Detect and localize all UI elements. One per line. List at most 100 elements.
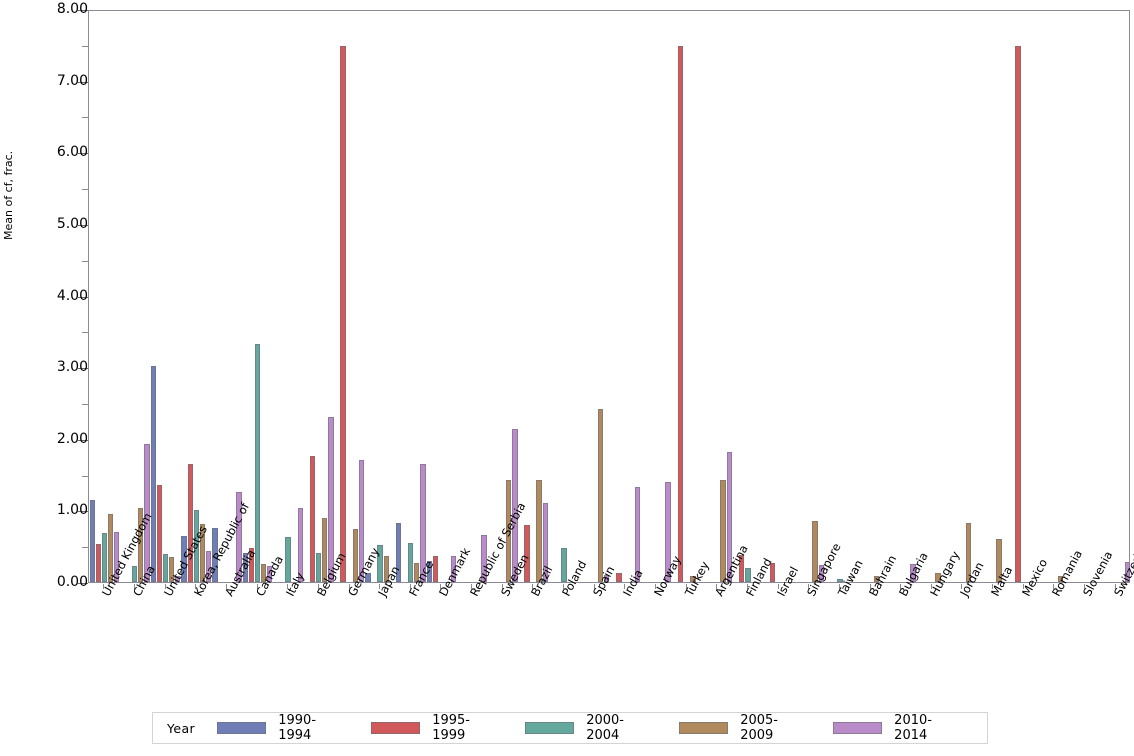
bar[interactable] bbox=[236, 491, 242, 582]
bar[interactable] bbox=[414, 563, 420, 582]
bar[interactable] bbox=[187, 463, 193, 582]
bar[interactable] bbox=[407, 542, 414, 582]
y-axis: 0.00 1.00 2.00 3.00 4.00 5.00 6.00 7.00 8.00 bbox=[0, 0, 88, 756]
bar[interactable] bbox=[597, 408, 603, 582]
x-tick-label: Israel bbox=[773, 564, 801, 599]
x-tick-label: Turkey bbox=[681, 558, 712, 599]
bar[interactable] bbox=[726, 452, 733, 582]
bar[interactable] bbox=[107, 513, 113, 582]
bar[interactable] bbox=[1057, 575, 1064, 582]
x-tick bbox=[1084, 584, 1086, 589]
bar[interactable] bbox=[377, 545, 383, 582]
bar[interactable] bbox=[95, 544, 101, 582]
bar[interactable] bbox=[677, 46, 684, 582]
bar[interactable] bbox=[144, 443, 150, 582]
x-tick bbox=[716, 584, 718, 589]
bar[interactable] bbox=[205, 550, 212, 582]
bar[interactable] bbox=[383, 555, 390, 582]
bar[interactable] bbox=[965, 523, 972, 582]
bar[interactable] bbox=[769, 563, 776, 582]
bar[interactable] bbox=[818, 564, 825, 582]
bar[interactable] bbox=[837, 579, 843, 582]
bar-group bbox=[610, 11, 641, 582]
bar[interactable] bbox=[745, 567, 751, 582]
legend-item[interactable]: 2000-2004 bbox=[525, 713, 653, 743]
legend-item[interactable]: 2010-2014 bbox=[833, 713, 961, 743]
bar[interactable] bbox=[254, 343, 261, 582]
bar[interactable] bbox=[156, 485, 163, 582]
bar[interactable] bbox=[450, 555, 457, 582]
bar[interactable] bbox=[665, 482, 671, 582]
bar[interactable] bbox=[175, 576, 181, 582]
bar[interactable] bbox=[267, 565, 273, 582]
bar[interactable] bbox=[297, 508, 304, 582]
bar[interactable] bbox=[114, 531, 120, 582]
bar[interactable] bbox=[89, 499, 95, 582]
bar[interactable] bbox=[935, 572, 941, 582]
bar[interactable] bbox=[738, 554, 745, 582]
bar[interactable] bbox=[426, 560, 432, 582]
bar-group bbox=[395, 11, 426, 582]
x-tick-label: Republic of Serbia bbox=[467, 499, 529, 599]
bar[interactable] bbox=[131, 565, 137, 582]
bar[interactable] bbox=[524, 525, 530, 582]
bar[interactable] bbox=[163, 554, 169, 582]
bar[interactable] bbox=[193, 509, 199, 582]
bar[interactable] bbox=[873, 575, 880, 582]
legend-item[interactable]: 1995-1999 bbox=[371, 713, 499, 743]
bar[interactable] bbox=[420, 463, 426, 582]
y-tick-label: 8.00 bbox=[56, 1, 88, 17]
bar[interactable] bbox=[1014, 46, 1021, 582]
bar[interactable] bbox=[616, 573, 622, 582]
bar-group bbox=[763, 11, 794, 582]
bar[interactable] bbox=[395, 523, 402, 582]
bar[interactable] bbox=[169, 556, 175, 582]
bar[interactable] bbox=[365, 573, 371, 582]
bar[interactable] bbox=[340, 46, 346, 582]
bar[interactable] bbox=[322, 518, 328, 582]
bar[interactable] bbox=[481, 534, 487, 582]
bar[interactable] bbox=[261, 564, 267, 582]
bar[interactable] bbox=[199, 523, 205, 582]
bar[interactable] bbox=[138, 508, 144, 582]
bar[interactable] bbox=[505, 479, 512, 582]
bar[interactable] bbox=[285, 536, 291, 582]
bar[interactable] bbox=[315, 552, 322, 582]
bar[interactable] bbox=[910, 564, 916, 582]
bar-group bbox=[150, 11, 181, 582]
bar[interactable] bbox=[352, 529, 358, 582]
bar[interactable] bbox=[536, 479, 542, 582]
bar[interactable] bbox=[634, 487, 641, 582]
y-tick-major bbox=[78, 583, 88, 584]
bar[interactable] bbox=[212, 527, 218, 582]
legend-item[interactable]: 1990-1994 bbox=[217, 713, 345, 743]
bar[interactable] bbox=[812, 521, 818, 582]
bar[interactable] bbox=[561, 548, 567, 582]
bar[interactable] bbox=[150, 366, 156, 582]
x-tick bbox=[624, 584, 626, 589]
bars-layer bbox=[89, 11, 1131, 582]
chart-legend: Year 1990-1994 1995-1999 2000-2004 2005-200… bbox=[152, 712, 988, 744]
bar[interactable] bbox=[309, 455, 315, 582]
bar[interactable] bbox=[358, 459, 365, 582]
bar[interactable] bbox=[248, 547, 254, 582]
bar[interactable] bbox=[604, 574, 610, 582]
bar[interactable] bbox=[242, 553, 248, 582]
bar[interactable] bbox=[1124, 561, 1131, 582]
x-tick bbox=[685, 584, 687, 589]
bar-group bbox=[1100, 11, 1131, 582]
bar[interactable] bbox=[512, 429, 518, 582]
bar[interactable] bbox=[328, 417, 334, 582]
bar[interactable] bbox=[542, 502, 549, 582]
bar[interactable] bbox=[996, 539, 1002, 582]
bar[interactable] bbox=[181, 536, 187, 582]
legend-item[interactable]: 2005-2009 bbox=[679, 713, 807, 743]
bar[interactable] bbox=[690, 575, 696, 582]
legend-label: 2005-2009 bbox=[740, 713, 778, 743]
x-tick-label: Switzerland bbox=[1110, 532, 1134, 599]
bar[interactable] bbox=[433, 555, 439, 582]
bar[interactable] bbox=[101, 533, 107, 582]
bar[interactable] bbox=[720, 479, 726, 582]
y-tick-label: 3.00 bbox=[56, 359, 88, 376]
x-tick bbox=[777, 584, 779, 589]
